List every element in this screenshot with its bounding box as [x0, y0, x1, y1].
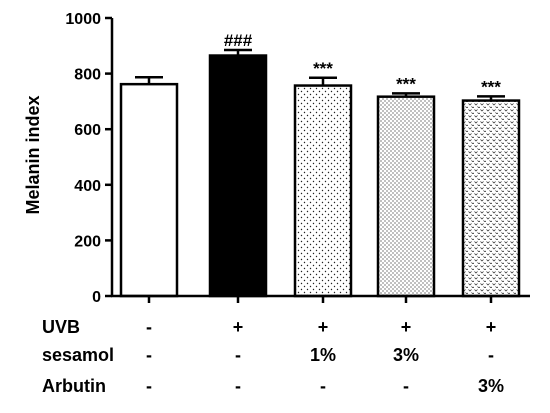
treatment-cell: - [403, 376, 409, 396]
treatment-table: UVB - + + + + sesamol - - 1% 3% - Arbutin - - - - 3% [42, 317, 504, 396]
treatment-cell: - [488, 345, 494, 365]
y-tick-label: 0 [92, 289, 101, 306]
treatment-cell: 3% [478, 376, 504, 396]
y-axis-title: Melanin index [23, 95, 43, 214]
treatment-cell: - [320, 376, 326, 396]
bars-group: ### *** *** *** [119, 31, 521, 298]
treatment-cell: - [146, 345, 152, 365]
treatment-cell: - [235, 376, 241, 396]
treatment-cell: + [233, 317, 244, 337]
treatment-cell: - [235, 345, 241, 365]
treatment-cell: + [486, 317, 497, 337]
treatment-row-label: sesamol [42, 345, 114, 365]
significance-label: *** [313, 59, 333, 78]
y-tick-label: 800 [74, 67, 101, 84]
treatment-cell: 3% [393, 345, 419, 365]
y-tick-label: 1000 [65, 11, 101, 28]
treatment-row-label: UVB [42, 317, 80, 337]
treatment-row-label: Arbutin [42, 376, 106, 396]
bar [208, 54, 268, 298]
significance-label: *** [396, 74, 416, 93]
treatment-cell: 1% [310, 345, 336, 365]
significance-label: ### [224, 31, 253, 50]
treatment-cell: + [401, 317, 412, 337]
treatment-cell: - [146, 376, 152, 396]
significance-label: *** [481, 77, 501, 96]
bar [376, 95, 436, 298]
y-tick-label: 400 [74, 178, 101, 195]
treatment-cell: - [146, 317, 152, 337]
bar [119, 82, 179, 298]
y-axis-ticks: 0 200 400 600 800 1000 [65, 11, 112, 306]
y-tick-label: 200 [74, 233, 101, 250]
bar [293, 84, 353, 298]
y-tick-label: 600 [74, 122, 101, 139]
bar [461, 99, 521, 298]
treatment-cell: + [318, 317, 329, 337]
